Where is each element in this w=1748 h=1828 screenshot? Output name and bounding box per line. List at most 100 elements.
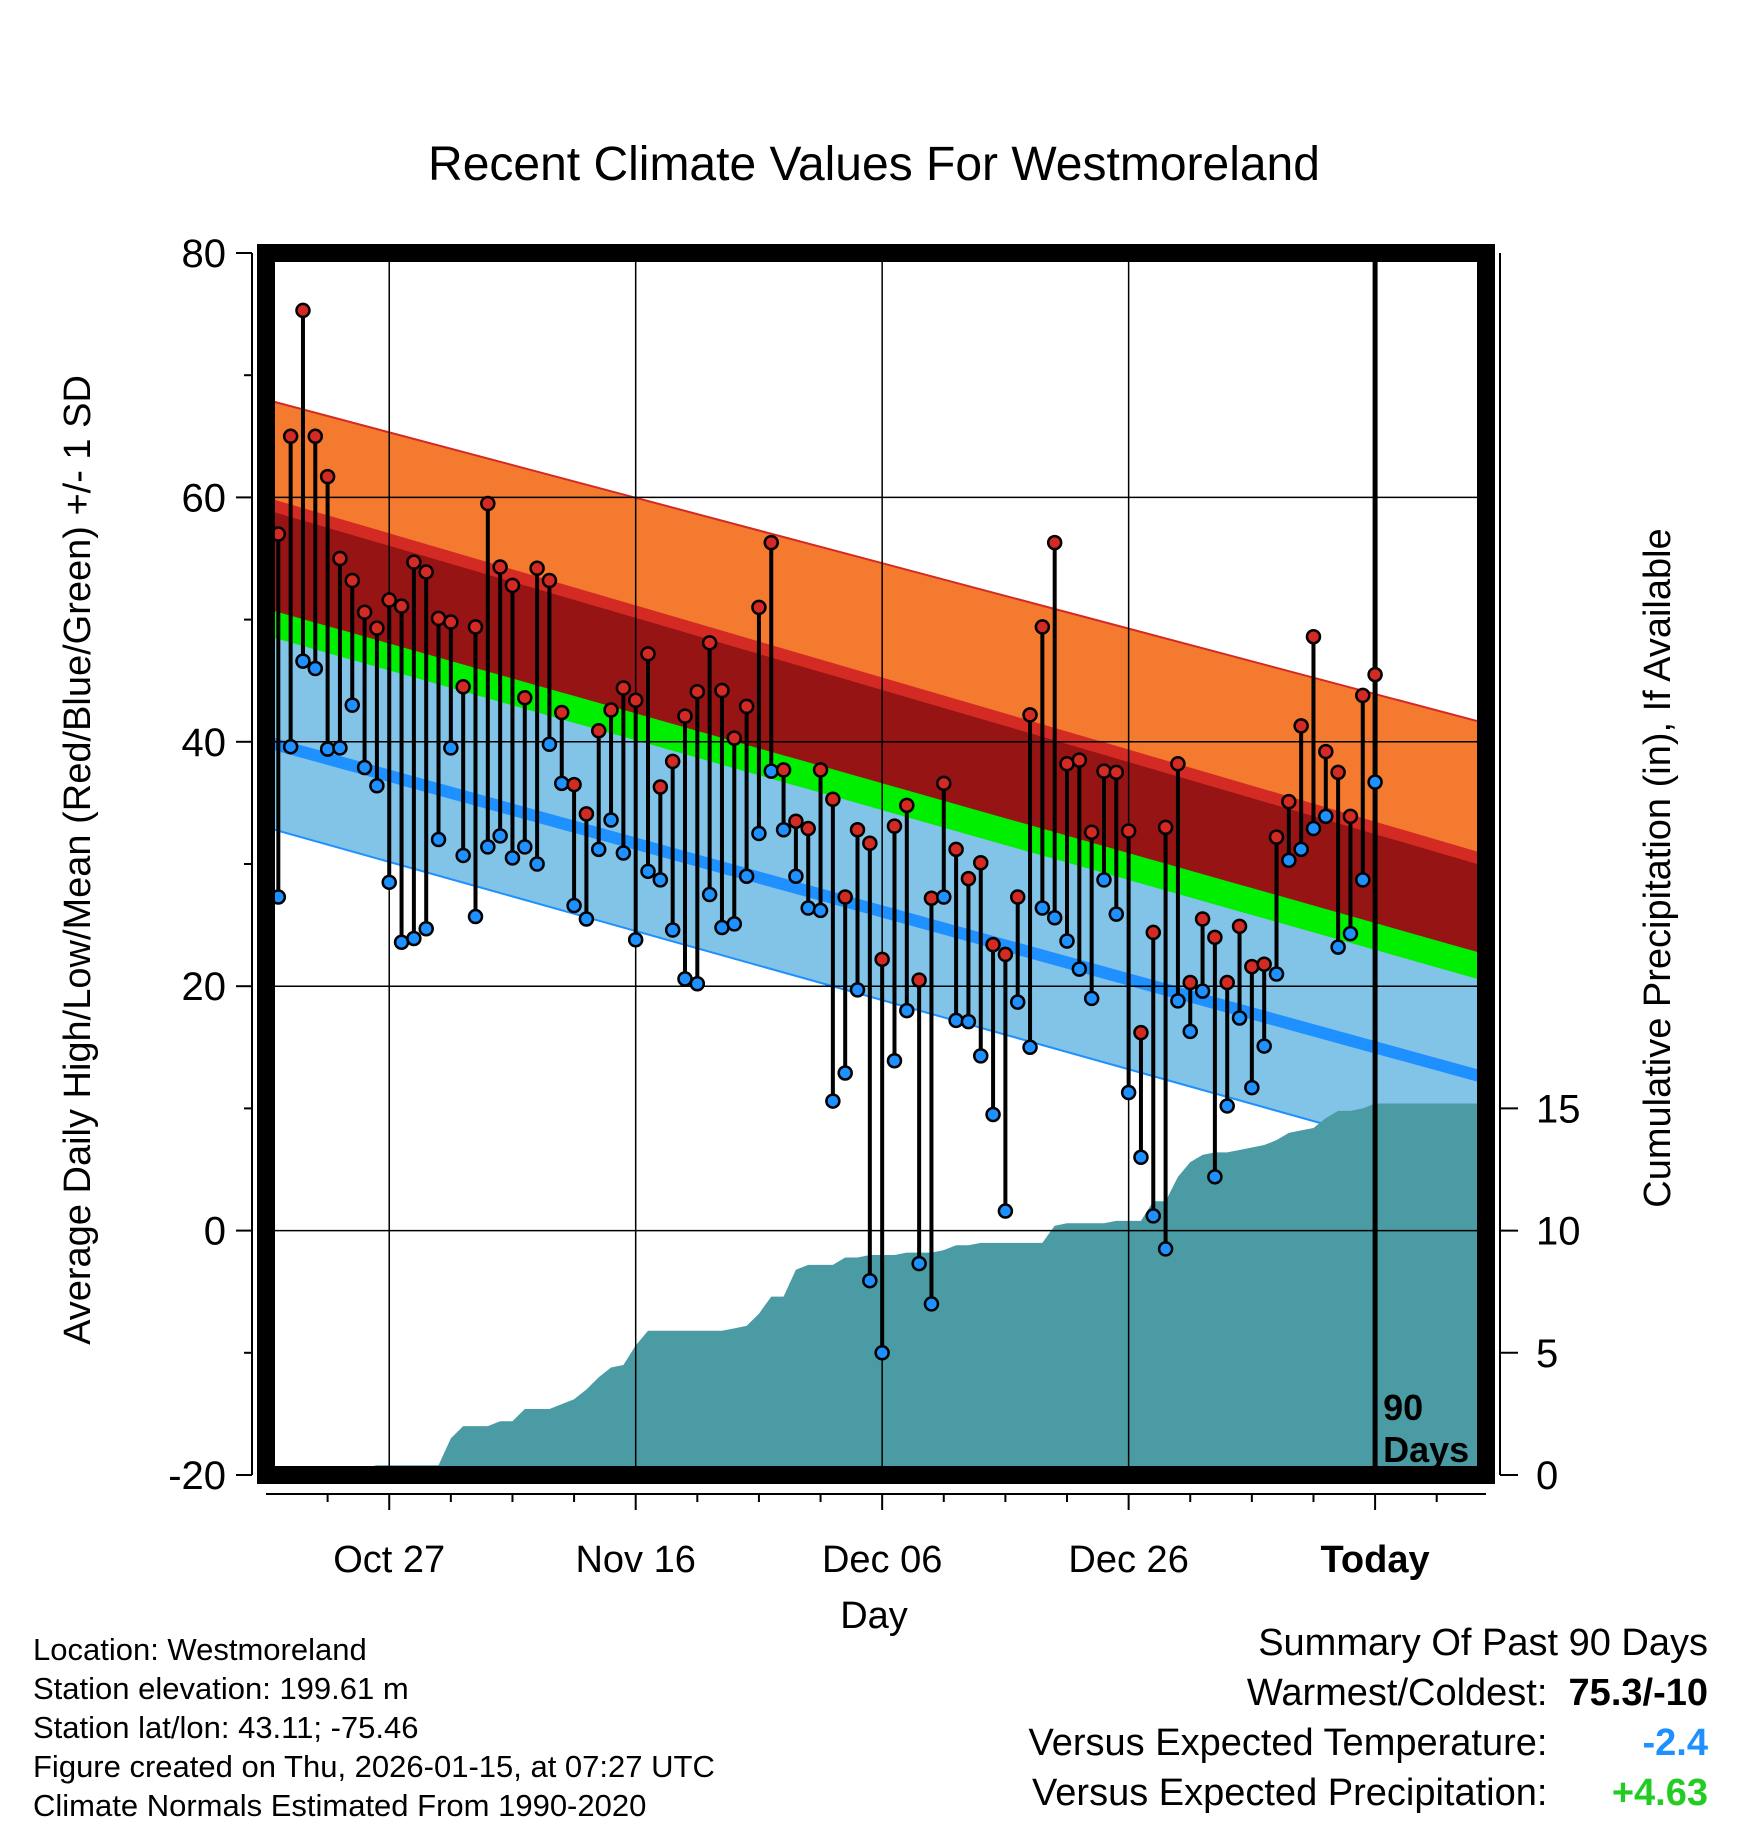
daily-high-point bbox=[1170, 756, 1186, 772]
daily-high-point bbox=[997, 946, 1014, 963]
daily-low-point bbox=[1355, 872, 1371, 888]
daily-high-point bbox=[541, 572, 558, 589]
daily-low-point bbox=[529, 856, 545, 872]
daily-low-point bbox=[1083, 990, 1100, 1007]
daily-low-point bbox=[1207, 1169, 1223, 1185]
daily-low-point bbox=[677, 971, 693, 987]
daily-low-point bbox=[664, 922, 681, 938]
daily-low-point bbox=[381, 874, 397, 891]
daily-low-point bbox=[541, 736, 558, 752]
daily-high-point bbox=[627, 692, 644, 709]
daily-low-point bbox=[936, 889, 952, 905]
daily-high-point bbox=[1355, 687, 1371, 704]
normals-text: Climate Normals Estimated From 1990-2020 bbox=[33, 1788, 647, 1823]
high-sd-band bbox=[266, 399, 1486, 861]
daily-low-point bbox=[714, 919, 730, 936]
daily-low-point bbox=[504, 850, 521, 866]
daily-high-point bbox=[714, 682, 730, 699]
daily-high-point bbox=[1059, 756, 1075, 772]
daily-low-point bbox=[1022, 1039, 1038, 1056]
daily-low-point bbox=[1367, 774, 1383, 790]
daily-high-point bbox=[344, 572, 361, 589]
daily-low-point bbox=[356, 759, 373, 776]
daily-low-point bbox=[1059, 933, 1075, 949]
high-upper-edge bbox=[266, 398, 1486, 725]
daily-low-point bbox=[590, 841, 607, 858]
daily-low-point bbox=[282, 738, 299, 755]
daily-high-point bbox=[430, 610, 447, 627]
warm-cold-value: 75.3/-10 bbox=[1568, 1672, 1708, 1714]
right-tick-label: 15 bbox=[1536, 1087, 1581, 1131]
x-tick-label: Oct 27 bbox=[333, 1539, 445, 1581]
daily-low-point bbox=[751, 825, 767, 842]
temp-label: Versus Expected Temperature: bbox=[1028, 1722, 1548, 1764]
right-tick-label: 5 bbox=[1536, 1332, 1558, 1376]
today-marker-label-1: 90 bbox=[1383, 1387, 1423, 1428]
daily-low-point bbox=[418, 921, 434, 937]
daily-high-point bbox=[948, 841, 964, 858]
daily-low-point bbox=[1157, 1241, 1174, 1257]
daily-high-point bbox=[1034, 619, 1051, 635]
daily-low-point bbox=[615, 845, 632, 861]
plot-border bbox=[257, 244, 1495, 1484]
daily-low-point bbox=[775, 822, 792, 838]
summary-temp: Versus Expected Temperature: -2.4 bbox=[1029, 1718, 1708, 1768]
daily-high-point bbox=[590, 723, 607, 739]
daily-low-point bbox=[1305, 820, 1322, 837]
daily-high-point bbox=[911, 972, 927, 988]
daily-low-point bbox=[603, 812, 619, 828]
daily-high-point bbox=[985, 936, 1001, 953]
daily-high-point bbox=[295, 302, 311, 319]
daily-high-point bbox=[1219, 974, 1235, 991]
daily-low-point bbox=[1219, 1098, 1235, 1114]
daily-high-point bbox=[923, 890, 940, 906]
daily-high-point bbox=[1330, 764, 1346, 781]
daily-low-point bbox=[689, 976, 706, 992]
daily-high-point bbox=[1268, 829, 1285, 845]
daily-high-point bbox=[812, 762, 829, 778]
daily-low-point bbox=[652, 872, 669, 888]
daily-high-point bbox=[689, 683, 706, 700]
daily-high-point bbox=[1071, 752, 1088, 768]
daily-high-point bbox=[393, 598, 410, 614]
plot-frame bbox=[257, 244, 1495, 1484]
daily-high-point bbox=[1207, 929, 1223, 946]
daily-low-point bbox=[307, 660, 324, 677]
daily-high-point bbox=[1182, 974, 1198, 991]
daily-low-point bbox=[1244, 1079, 1260, 1096]
daily-high-point bbox=[751, 599, 767, 616]
daily-high-point bbox=[1157, 819, 1174, 836]
daily-low-point bbox=[578, 911, 595, 927]
daily-low-point bbox=[1108, 906, 1125, 922]
daily-low-point bbox=[332, 740, 348, 756]
today-marker-label-2: Days bbox=[1383, 1429, 1469, 1470]
daily-high-point bbox=[369, 620, 385, 636]
daily-high-point bbox=[1194, 911, 1211, 927]
precip-value: +4.63 bbox=[1611, 1772, 1708, 1814]
daily-low-point bbox=[1133, 1149, 1149, 1166]
temp-value: -2.4 bbox=[1642, 1722, 1708, 1764]
y-axis-label-right: Cumulative Precipitation (in), If Availa… bbox=[1637, 528, 1679, 1207]
daily-high-point bbox=[1022, 707, 1038, 723]
daily-high-point bbox=[960, 870, 977, 887]
daily-low-point bbox=[1071, 961, 1088, 977]
normal-low-line bbox=[266, 736, 1486, 1084]
daily-low-point bbox=[825, 1093, 841, 1109]
daily-high-point bbox=[664, 753, 681, 770]
daily-high-point bbox=[1133, 1024, 1149, 1041]
daily-low-point bbox=[763, 763, 780, 779]
daily-high-point bbox=[1244, 958, 1260, 975]
daily-high-point bbox=[1256, 956, 1272, 972]
daily-high-point bbox=[282, 428, 299, 445]
daily-low-point bbox=[972, 1048, 989, 1064]
daily-low-point bbox=[566, 897, 582, 914]
daily-low-point bbox=[1281, 852, 1297, 869]
daily-low-point bbox=[837, 1065, 853, 1081]
warm-cold-label: Warmest/Coldest: bbox=[1246, 1672, 1548, 1714]
left-tick-label: -20 bbox=[168, 1454, 226, 1498]
daily-high-point bbox=[1318, 743, 1334, 760]
daily-high-point bbox=[554, 704, 570, 721]
y-axis-label-left: Average Daily High/Low/Mean (Red/Blue/Gr… bbox=[57, 375, 99, 1345]
summary-title: Summary Of Past 90 Days bbox=[1258, 1622, 1708, 1664]
